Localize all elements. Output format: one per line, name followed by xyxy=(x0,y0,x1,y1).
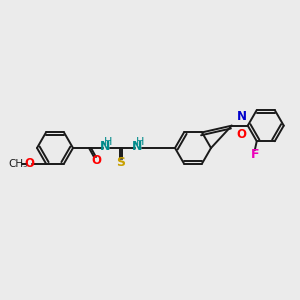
Text: O: O xyxy=(91,154,101,166)
Text: CH₃: CH₃ xyxy=(8,159,28,169)
Text: N: N xyxy=(237,110,247,123)
Text: O: O xyxy=(24,157,34,170)
Text: F: F xyxy=(250,148,259,161)
Text: H: H xyxy=(104,137,112,147)
Text: H: H xyxy=(136,137,144,147)
Text: N: N xyxy=(132,140,142,154)
Text: N: N xyxy=(100,140,110,154)
Text: O: O xyxy=(237,128,247,141)
Text: S: S xyxy=(116,157,125,169)
